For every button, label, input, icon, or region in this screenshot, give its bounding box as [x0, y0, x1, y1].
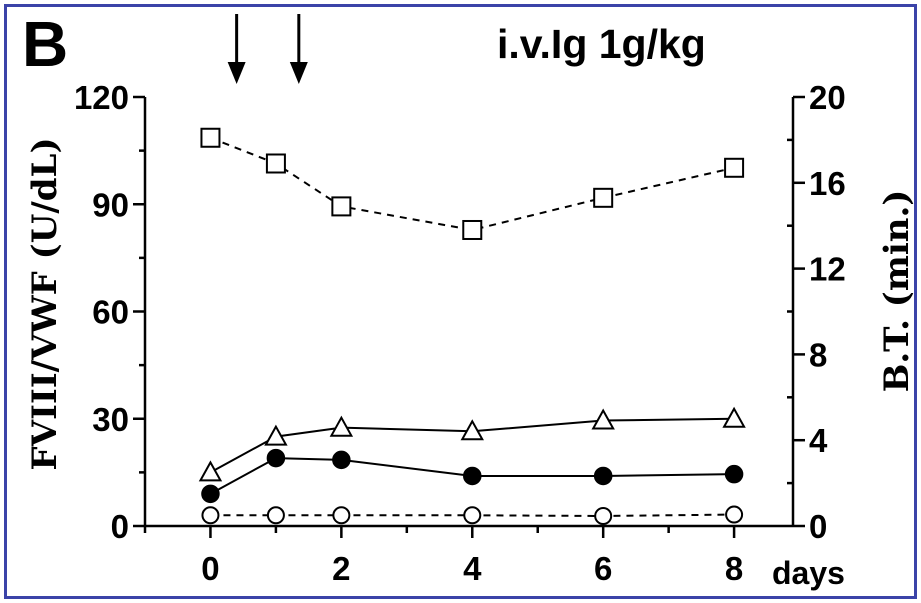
x-tick-label: 2 [332, 550, 350, 587]
y-tick-label: 90 [92, 186, 129, 223]
series-line [210, 513, 735, 517]
panel-letter: B [22, 8, 68, 80]
data-point-square [593, 187, 614, 208]
data-point-triangle [264, 424, 288, 446]
data-point-triangle [460, 419, 484, 441]
data-point-square [331, 196, 352, 217]
x-axis-label: days [772, 555, 845, 591]
x-tick-label: 0 [201, 550, 219, 587]
data-point-triangle [591, 408, 615, 430]
figure-frame [4, 4, 917, 599]
treatment-label: i.v.Ig 1g/kg [497, 21, 706, 67]
data-point-open-circle [201, 506, 220, 525]
y-tick-label: 120 [74, 79, 129, 116]
series-line [210, 136, 735, 232]
data-point-filled-circle [463, 466, 482, 486]
y-tick-label: 0 [111, 508, 129, 545]
data-point-filled-circle [593, 466, 613, 486]
data-point-triangle [722, 406, 746, 428]
series-group [198, 127, 746, 525]
data-point-filled-circle [724, 464, 744, 484]
data-point-filled-circle [332, 450, 351, 470]
y2-axis-label: B.T. (min.) [877, 190, 917, 393]
y-tick-label: 60 [92, 294, 129, 331]
x-tick-label: 4 [463, 550, 482, 587]
arrows-group [227, 14, 308, 84]
y2-tick-label: 4 [809, 422, 828, 459]
data-point-open-circle [725, 505, 744, 524]
data-point-triangle [198, 460, 223, 482]
x-tick-label: 8 [725, 550, 743, 587]
series-line [209, 417, 735, 474]
x-tick-label: 6 [594, 550, 612, 587]
data-point-open-circle [463, 506, 482, 525]
y2-tick-label: 16 [809, 165, 846, 202]
axes-group: 0 30 60 90 120 0 4 8 12 16 20 0 2 4 6 8 [74, 79, 846, 587]
y-axis-label: FVIII/VWF (U/dL) [25, 137, 65, 470]
data-point-open-circle [332, 506, 351, 525]
y2-tick-label: 20 [809, 79, 846, 116]
y-tick-label: 30 [92, 401, 129, 438]
data-point-square [200, 127, 221, 148]
data-point-square [724, 157, 745, 178]
infusion-arrow-head [289, 62, 308, 84]
data-point-square [462, 219, 483, 240]
y2-tick-label: 0 [809, 508, 827, 545]
data-point-filled-circle [201, 484, 220, 504]
infusion-arrow-head [227, 62, 246, 84]
y2-tick-label: 8 [809, 336, 827, 373]
data-point-filled-circle [266, 448, 286, 468]
data-point-square [265, 153, 286, 174]
y2-tick-label: 12 [809, 251, 846, 288]
series-line [209, 457, 735, 495]
data-point-open-circle [266, 506, 285, 525]
data-point-open-circle [594, 506, 613, 525]
data-point-triangle [329, 415, 354, 437]
